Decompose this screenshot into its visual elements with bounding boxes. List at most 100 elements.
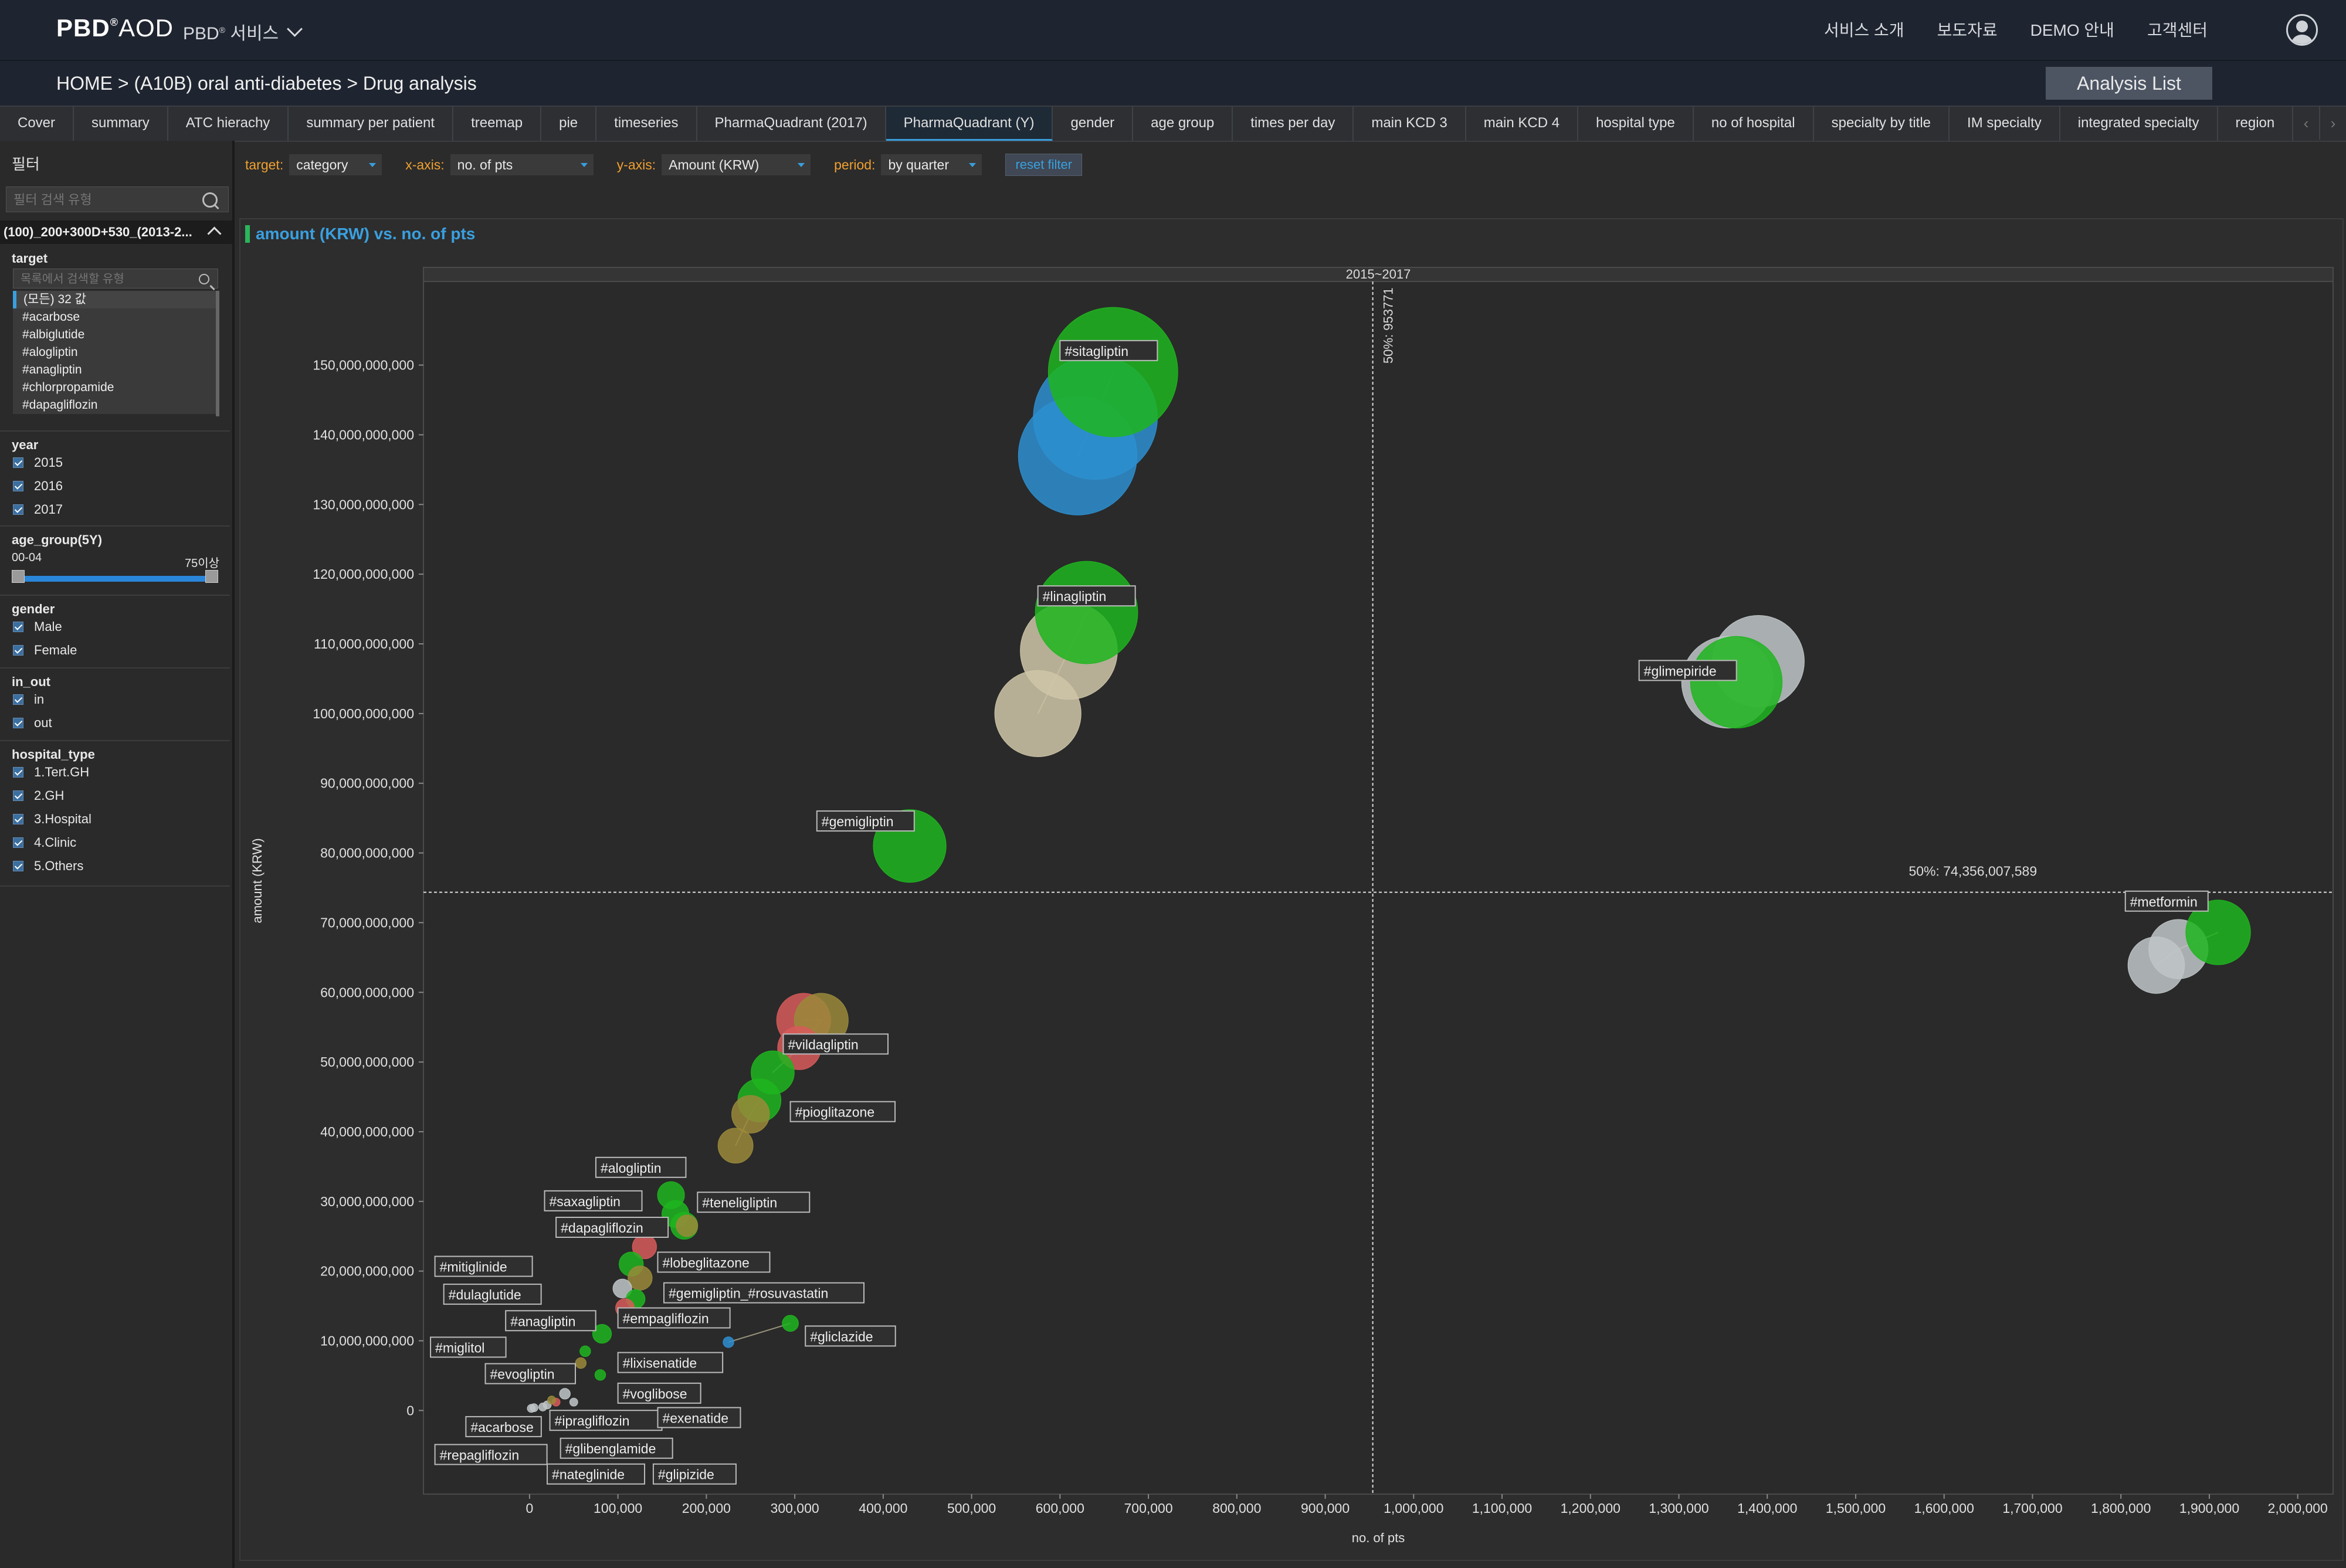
checkbox[interactable] [13,457,23,468]
data-point[interactable] [717,1128,754,1164]
data-point[interactable] [1047,307,1178,437]
y-axis-select[interactable]: Amount (KRW) [662,154,811,175]
series-group[interactable]: #repagliflozin [434,1404,548,1465]
series-group[interactable]: #ipragliflozin [549,1397,663,1431]
data-point[interactable] [1035,561,1138,664]
scrollbar[interactable] [216,291,219,416]
series-group[interactable]: #gemigliptin_#rosuvastatin [626,1282,865,1309]
data-point[interactable] [527,1404,536,1413]
checkbox-row[interactable]: 2016 [13,478,63,494]
reset-filter-button[interactable]: reset filter [1005,154,1083,176]
nav-link[interactable]: 고객센터 [2147,21,2208,39]
tab-item[interactable]: timeseries [596,107,697,141]
series-group[interactable]: #linagliptin [994,561,1138,757]
data-point[interactable] [559,1388,571,1400]
tab-item[interactable]: integrated specialty [2060,107,2218,141]
tab-item[interactable]: treemap [453,107,542,141]
data-point[interactable] [731,1095,770,1133]
tab-item[interactable]: Cover [0,107,74,141]
tab-item[interactable]: specialty by title [1814,107,1950,141]
checkbox[interactable] [13,861,23,871]
filter-search-input[interactable] [6,187,191,213]
series-group[interactable]: #teneligliptin [670,1192,811,1240]
tab-item[interactable]: PharmaQuadrant (Y) [886,107,1053,141]
x-axis-select[interactable]: no. of pts [450,154,594,175]
series-group[interactable]: #evogliptin [484,1357,587,1384]
service-menu[interactable]: PBD® 서비스 [183,19,303,45]
target-list-item[interactable]: #dapagliflozin [13,396,216,414]
series-group[interactable]: #gliclazide [723,1315,896,1348]
tab-scroll-left-icon[interactable]: ‹ [2292,107,2319,140]
tab-scroll-right-icon[interactable]: › [2319,107,2346,140]
age-min-handle[interactable] [12,570,25,583]
checkbox[interactable] [13,481,23,491]
tab-item[interactable]: region [2218,107,2294,141]
nav-link[interactable]: 서비스 소개 [1824,21,1904,39]
checkbox[interactable] [13,645,23,656]
data-point[interactable] [1690,636,1783,729]
search-icon[interactable] [202,192,218,208]
data-point[interactable] [723,1336,734,1348]
checkbox-row[interactable]: 5.Others [13,858,83,874]
checkbox[interactable] [13,694,23,705]
target-search-input[interactable] [13,269,186,289]
data-point[interactable] [575,1357,587,1369]
series-group[interactable]: #dulaglutide [443,1278,632,1305]
series-group[interactable]: #empagliflozin [615,1298,731,1329]
tab-item[interactable]: PharmaQuadrant (2017) [697,107,886,141]
checkbox[interactable] [13,504,23,515]
series-group[interactable]: #dapagliflozin [555,1216,669,1260]
tab-item[interactable]: times per day [1233,107,1354,141]
data-point[interactable] [612,1278,632,1298]
data-point[interactable] [628,1265,653,1291]
checkbox-row[interactable]: 3.Hospital [13,812,91,827]
series-group[interactable]: #acarbose [465,1403,542,1437]
data-point[interactable] [594,1369,606,1381]
analysis-list-button[interactable]: Analysis List [2046,67,2212,100]
checkbox-row[interactable]: out [13,715,52,731]
tab-item[interactable]: summary per patient [289,107,454,141]
checkbox[interactable] [13,814,23,824]
series-group[interactable]: #pioglitazone [717,1078,896,1164]
search-icon[interactable] [199,274,209,284]
series-group[interactable]: #nateglinide [547,1396,646,1485]
checkbox-row[interactable]: 1.Tert.GH [13,765,89,780]
checkbox-row[interactable]: 4.Clinic [13,835,76,850]
target-search-field[interactable] [13,269,218,289]
series-group[interactable]: #vildagliptin [751,993,889,1095]
user-account-icon[interactable] [2286,14,2318,46]
series-group[interactable]: #voglibose [559,1382,701,1404]
series-group[interactable]: #gemigliptin [816,809,947,883]
data-point[interactable] [538,1403,547,1411]
checkbox-row[interactable]: 2.GH [13,788,64,803]
checkbox[interactable] [13,622,23,632]
age-max-handle[interactable] [205,570,218,583]
tab-item[interactable]: main KCD 4 [1466,107,1579,141]
checkbox[interactable] [13,718,23,728]
target-list-item[interactable]: #anagliptin [13,361,216,379]
tab-item[interactable]: hospital type [1578,107,1694,141]
series-group[interactable]: #glibenglamide [543,1400,673,1459]
series-group[interactable]: #lobeglitazone [628,1251,771,1291]
series-group[interactable]: #miglitol [430,1336,591,1358]
tab-item[interactable]: IM specialty [1950,107,2060,141]
data-point[interactable] [592,1324,612,1344]
checkbox-row[interactable]: 2017 [13,502,63,517]
target-list-item[interactable]: #acarbose [13,308,216,326]
tab-item[interactable]: main KCD 3 [1354,107,1466,141]
filter-group-header[interactable]: (100)_200+300D+530_(2013-2... [0,220,232,244]
checkbox-row[interactable]: Male [13,619,62,634]
data-point[interactable] [547,1396,556,1404]
target-list-item[interactable]: #albiglutide [13,326,216,344]
filter-search-field[interactable] [6,186,229,213]
series-group[interactable]: #exenatide [569,1397,741,1428]
period-select[interactable]: by quarter [881,154,982,175]
data-point[interactable] [782,1315,799,1332]
data-point[interactable] [676,1214,699,1237]
checkbox[interactable] [13,767,23,778]
nav-link[interactable]: 보도자료 [1937,21,1998,39]
tab-item[interactable]: pie [541,107,597,141]
tab-item[interactable]: gender [1053,107,1134,141]
series-group[interactable]: #sitagliptin [1018,307,1178,515]
